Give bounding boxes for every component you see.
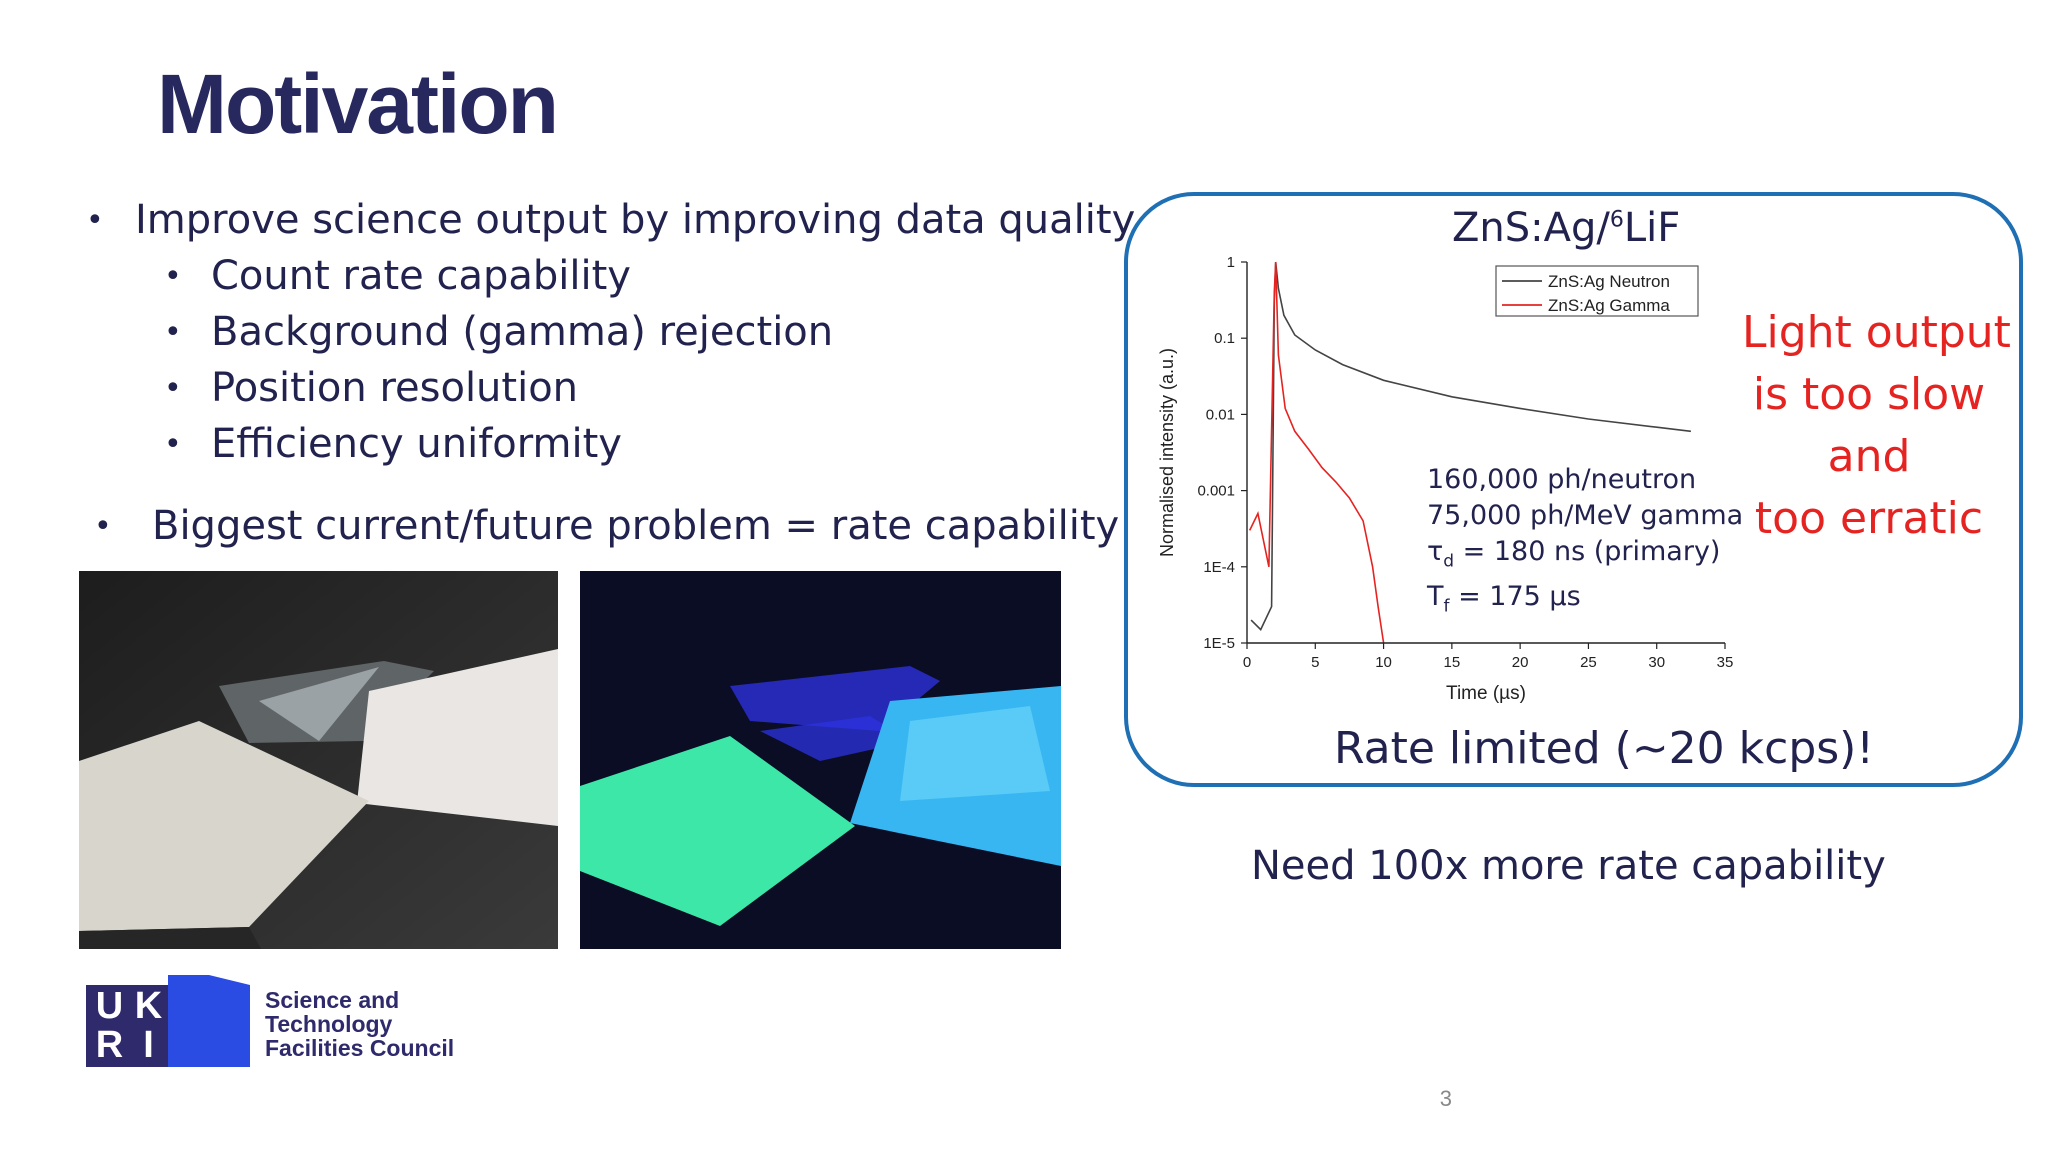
slide-title: Motivation — [157, 57, 559, 151]
chart-title: ZnS:Ag/6LiF — [1452, 205, 1680, 251]
chart-series-group — [1248, 261, 1691, 644]
logo-letter-r: R — [95, 1024, 124, 1066]
chart-axes-group: 0 5 10 15 20 25 30 35 1 0.1 0.01 0.001 1E-4 1E-5 Time … — [1157, 254, 1733, 704]
annotation-line-2: 75,000 ph/MeV gamma — [1427, 500, 1744, 531]
y-tick-label: 0.001 — [1197, 483, 1235, 500]
bullet-sub-1: Count rate capability — [211, 253, 631, 299]
red-note-line-2: is too slow — [1752, 369, 1986, 420]
red-note-line-4: too erratic — [1754, 493, 1984, 544]
y-tick-label: 0.1 — [1214, 330, 1235, 347]
bullet-main-2: Biggest current/future problem = rate ca… — [152, 503, 1120, 549]
chart-title-superscript: 6 — [1609, 207, 1624, 233]
logo-text-line-2: Technology — [265, 1011, 393, 1037]
ukri-logo-mark — [86, 965, 250, 1067]
annotation-tau: τ — [1427, 536, 1444, 567]
bullet-main-1: Improve science output by improving data… — [135, 197, 1136, 243]
chart-annotation: 160,000 ph/neutron 75,000 ph/MeV gamma τ… — [1427, 462, 1743, 625]
chart-title-suffix: LiF — [1623, 205, 1681, 251]
bullet-glyph: • — [164, 259, 182, 294]
bullet-sub-2: Background (gamma) rejection — [211, 309, 834, 355]
bullet-glyph: • — [86, 203, 104, 238]
chart-title-main: ZnS:Ag/ — [1452, 205, 1610, 251]
annotation-t-sub: f — [1443, 596, 1450, 617]
logo-text-line-1: Science and — [265, 987, 400, 1013]
legend-label: ZnS:Ag Gamma — [1548, 296, 1670, 315]
annotation-line-1: 160,000 ph/neutron — [1427, 464, 1697, 495]
series-line-neutron — [1250, 261, 1691, 631]
ukri-logo-text: Science and Technology Facilities Counci… — [265, 988, 454, 1060]
chart-legend — [1495, 265, 1699, 317]
photo-scintillator-uv-light — [580, 571, 1061, 949]
logo-letter-k: K — [134, 985, 163, 1027]
x-tick-label: 20 — [1512, 654, 1529, 671]
bullet-sub-4: Efficiency uniformity — [211, 421, 622, 467]
bullet-glyph: • — [94, 509, 112, 544]
logo-text-line-3: Facilities Council — [265, 1035, 455, 1061]
series-line-gamma — [1248, 261, 1385, 644]
x-tick-label: 15 — [1444, 654, 1461, 671]
annotation-t: T — [1427, 581, 1444, 613]
legend-label: ZnS:Ag Neutron — [1548, 272, 1670, 291]
ukri-logo: U K R I — [86, 965, 250, 1067]
page-number: 3 — [1439, 1086, 1452, 1111]
bullet-glyph: • — [164, 427, 182, 462]
x-tick-label: 10 — [1375, 654, 1392, 671]
x-tick-label: 0 — [1243, 654, 1251, 671]
bullet-glyph: • — [164, 315, 182, 350]
y-tick-label: 1 — [1227, 254, 1235, 271]
photo-scintillator-normal-light-drawing — [79, 571, 558, 949]
photo-scintillator-normal-light — [79, 571, 558, 949]
red-note: Light output is too slow and too erratic — [1742, 302, 2011, 550]
x-tick-label: 35 — [1717, 654, 1734, 671]
bullet-glyph: • — [164, 371, 182, 406]
annotation-tau-value: = 180 ns (primary) — [1454, 536, 1721, 567]
need-more-rate-text: Need 100x more rate capability — [1251, 843, 1886, 889]
red-note-line-1: Light output — [1742, 307, 2011, 358]
photo-scintillator-uv-light-drawing — [580, 571, 1061, 949]
annotation-line-3: τd = 180 ns (primary) — [1427, 534, 1743, 579]
y-tick-label: 0.01 — [1206, 406, 1235, 423]
x-axis-label: Time (µs) — [1446, 683, 1526, 704]
annotation-line-4: Tf = 175 µs — [1427, 579, 1743, 624]
decay-chart: 0 5 10 15 20 25 30 35 1 0.1 0.01 0.001 1E-4 1E-5 Time … — [1157, 254, 1733, 704]
y-tick-label: 1E-4 — [1203, 559, 1235, 576]
x-tick-label: 25 — [1580, 654, 1597, 671]
y-tick-label: 1E-5 — [1203, 635, 1235, 652]
red-note-line-3: and — [1827, 431, 1911, 482]
logo-letter-u: U — [95, 985, 124, 1027]
y-axis-label: Normalised intensity (a.u.) — [1157, 348, 1177, 557]
ukri-logo-letters: U K R I — [90, 987, 168, 1065]
chart-panel — [1124, 192, 2023, 787]
logo-letter-i: I — [143, 1024, 154, 1066]
x-tick-label: 30 — [1648, 654, 1665, 671]
x-tick-label: 5 — [1311, 654, 1319, 671]
annotation-t-value: = 175 µs — [1449, 581, 1581, 613]
annotation-tau-sub: d — [1443, 551, 1455, 572]
rate-limited-text: Rate limited (~20 kcps)! — [1334, 723, 1874, 774]
bullet-sub-3: Position resolution — [211, 365, 579, 411]
